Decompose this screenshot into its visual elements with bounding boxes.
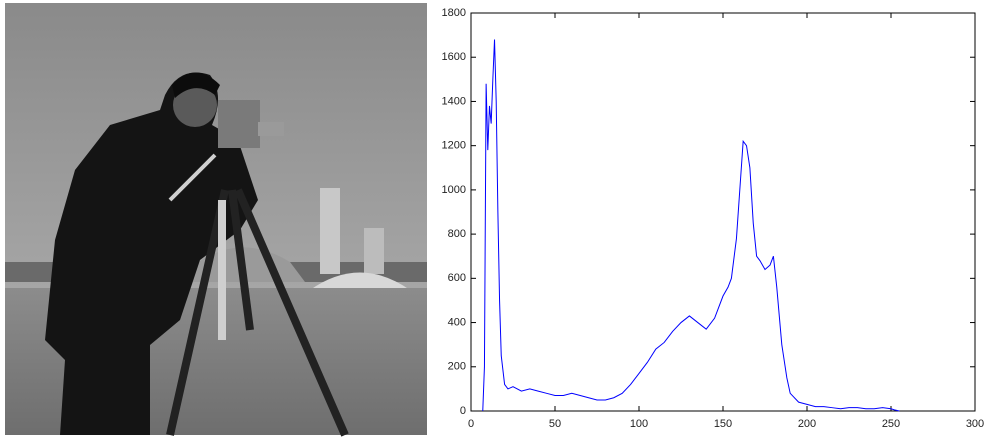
y-tick-label: 0 xyxy=(460,405,466,417)
x-tick-label: 150 xyxy=(714,418,732,430)
y-tick-label: 600 xyxy=(448,272,466,284)
x-tick-label: 300 xyxy=(966,418,984,430)
x-tick-label: 100 xyxy=(630,418,648,430)
y-tick-label: 800 xyxy=(448,228,466,240)
line xyxy=(482,39,900,412)
x-tick-label: 250 xyxy=(882,418,900,430)
plot-area xyxy=(470,12,976,412)
y-tick-label: 1200 xyxy=(442,140,466,152)
y-tick-label: 200 xyxy=(448,361,466,373)
y-tick-label: 1600 xyxy=(442,51,466,63)
x-tick-label: 50 xyxy=(549,418,561,430)
x-tick-label: 200 xyxy=(798,418,816,430)
photo xyxy=(5,3,427,437)
y-tick-label: 1000 xyxy=(442,184,466,196)
y-tick-label: 400 xyxy=(448,316,466,328)
y-tick-label: 1400 xyxy=(442,95,466,107)
y-tick-label: 1800 xyxy=(442,7,466,19)
x-tick-label: 0 xyxy=(468,418,474,430)
